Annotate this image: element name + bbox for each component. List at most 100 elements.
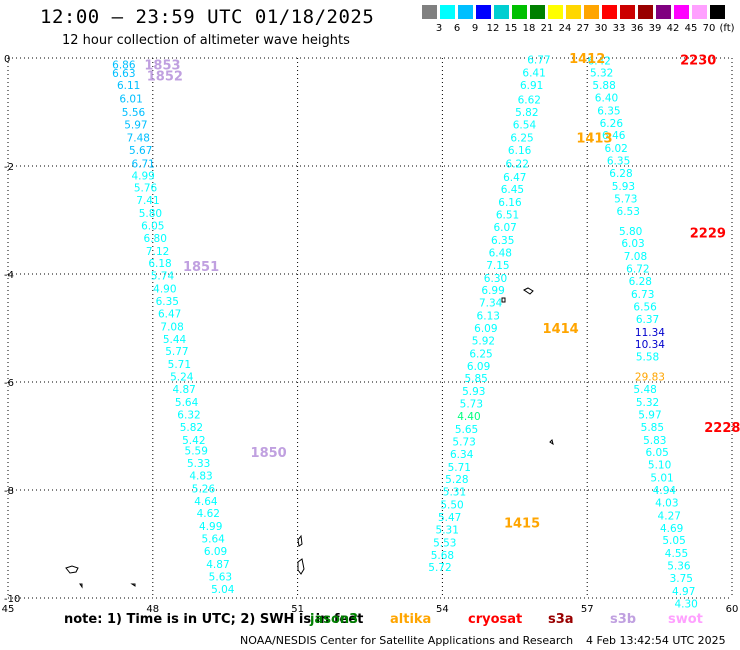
pass-label: 1851 — [183, 260, 219, 275]
wave-height-label: 6.54 — [513, 119, 537, 131]
land-outline — [501, 297, 506, 303]
wave-height-label: 5.50 — [440, 500, 463, 512]
wave-height-label: 5.32 — [636, 397, 659, 409]
wave-height-label: 5.82 — [180, 422, 203, 434]
wave-height-label: 6.05 — [141, 220, 164, 232]
color-scale-label: 21 — [540, 23, 554, 34]
x-tick-label: 48 — [146, 604, 159, 615]
wave-height-label: 6.73 — [631, 289, 654, 301]
wave-height-label: 4.87 — [172, 384, 195, 396]
color-swatch — [548, 5, 563, 19]
pass-label: 2230 — [680, 54, 716, 69]
satellite-name: altika — [390, 612, 432, 627]
wave-height-label: 4.55 — [665, 548, 688, 560]
wave-height-label: 4.64 — [194, 496, 218, 508]
wave-height-label: 4.90 — [153, 284, 176, 296]
footer-timestamp: 4 Feb 13:42:54 UTC 2025 — [586, 634, 726, 647]
wave-height-label: 6.99 — [481, 285, 504, 297]
color-swatch — [584, 5, 599, 19]
wave-height-label: 7.08 — [624, 251, 647, 263]
wave-height-label: 7.15 — [486, 260, 509, 272]
wave-height-label: 6.71 — [131, 158, 154, 170]
y-tick-label: -4 — [4, 270, 14, 281]
land-outline — [65, 565, 79, 574]
wave-height-label: 4.99 — [199, 521, 222, 533]
color-swatch — [620, 5, 635, 19]
footer-credit: NOAA/NESDIS Center for Satellite Applica… — [240, 634, 574, 647]
wave-height-label: 5.63 — [209, 571, 232, 583]
pass-label: 1414 — [543, 322, 579, 337]
satellite-name: s3a — [548, 612, 574, 627]
wave-height-label: 7.34 — [479, 298, 503, 310]
wave-height-label: 6.62 — [518, 95, 541, 107]
wave-height-label: 3.75 — [670, 573, 693, 585]
wave-height-label: 6.16 — [508, 145, 532, 157]
wave-height-label: 6.45 — [501, 184, 524, 196]
wave-height-label: 5.58 — [636, 352, 659, 364]
color-scale-label: 70 — [702, 23, 716, 34]
wave-height-label: 5.44 — [163, 334, 187, 346]
x-tick-label: 57 — [581, 604, 594, 615]
color-swatch — [656, 5, 671, 19]
color-scale-label: 24 — [558, 23, 572, 34]
wave-height-label: 4.03 — [655, 497, 678, 509]
land-outline — [79, 583, 83, 589]
color-swatch — [476, 5, 491, 19]
wave-height-label: 5.31 — [443, 487, 466, 499]
pass-label: 1413 — [576, 131, 612, 146]
wave-height-label: 6.77 — [527, 55, 550, 67]
wave-height-label: 6.48 — [489, 247, 512, 259]
color-scale-label: 9 — [471, 23, 479, 34]
color-swatch — [692, 5, 707, 19]
wave-height-label: 6.13 — [477, 311, 500, 323]
wave-height-label: 5.77 — [165, 346, 188, 358]
wave-height-label: 5.65 — [455, 424, 478, 436]
wave-height-label: 5.01 — [650, 473, 673, 485]
wave-height-label: 6.11 — [117, 80, 140, 92]
wave-height-label: 6.35 — [156, 296, 179, 308]
color-swatch — [674, 5, 689, 19]
wave-height-label: 6.41 — [522, 68, 545, 80]
wave-height-label: 6.01 — [119, 94, 142, 106]
wave-height-label: 5.97 — [124, 119, 147, 131]
wave-height-label: 5.73 — [460, 399, 483, 411]
wave-height-label: 11.34 — [635, 327, 665, 339]
wave-height-label: 5.76 — [134, 183, 158, 195]
wave-height-label: 6.51 — [496, 210, 519, 222]
wave-height-label: 5.31 — [436, 524, 459, 536]
wave-height-label: 10.34 — [635, 339, 665, 351]
wave-height-label: 6.56 — [633, 301, 657, 313]
wave-height-label: 5.93 — [462, 386, 485, 398]
color-scale-label: 12 — [486, 23, 500, 34]
wave-height-label: 4.69 — [660, 523, 683, 535]
x-tick-label: 51 — [291, 604, 304, 615]
wave-height-label: 5.33 — [187, 458, 210, 470]
wave-height-label: 6.09 — [474, 323, 497, 335]
wave-height-label: 4.40 — [457, 411, 480, 423]
wave-height-label: 5.26 — [192, 483, 216, 495]
wave-height-label: 6.07 — [493, 222, 516, 234]
wave-height-label: 5.71 — [168, 359, 191, 371]
wave-height-label: 5.68 — [431, 550, 454, 562]
color-scale-label: 18 — [522, 23, 536, 34]
wave-height-label: 5.80 — [139, 208, 162, 220]
x-tick-label: 45 — [2, 604, 15, 615]
wave-height-label: 6.25 — [469, 348, 492, 360]
color-scale-label: (ft) — [719, 23, 735, 34]
pass-label: 2228 — [704, 421, 740, 436]
wave-height-label: 5.93 — [612, 181, 635, 193]
wave-height-label: 6.47 — [503, 172, 526, 184]
wave-height-label: 4.62 — [197, 508, 220, 520]
wave-height-label: 5.59 — [185, 446, 208, 458]
satellite-name: cryosat — [468, 612, 523, 627]
wave-height-label: 5.28 — [445, 474, 468, 486]
wave-height-label: 6.22 — [506, 158, 529, 170]
wave-height-label: 5.88 — [592, 80, 615, 92]
color-swatch — [566, 5, 581, 19]
wave-height-label: 5.72 — [428, 562, 451, 574]
land-outline — [523, 287, 534, 295]
color-swatch — [494, 5, 509, 19]
wave-height-label: 5.80 — [619, 226, 642, 238]
y-tick-label: -6 — [4, 378, 14, 389]
color-scale-label: 45 — [684, 23, 698, 34]
